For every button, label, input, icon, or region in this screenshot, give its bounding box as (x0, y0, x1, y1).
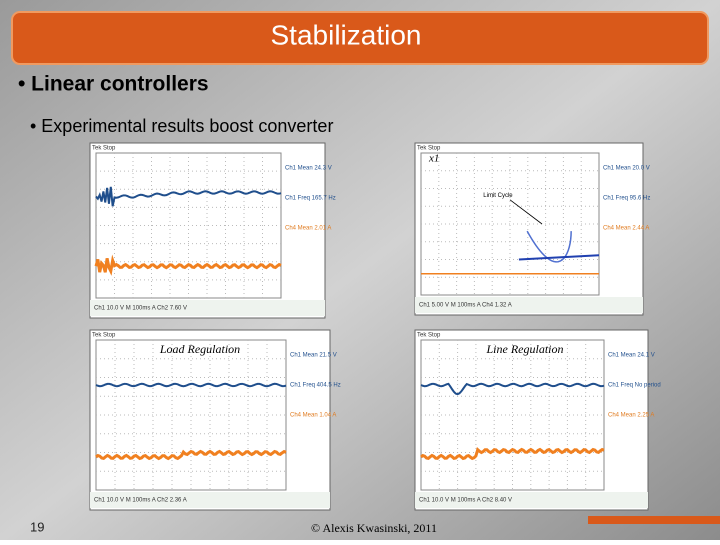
trace-orange (94, 254, 282, 276)
readout: Ch1 Mean 24.3 V (285, 166, 332, 172)
trace-blue (95, 382, 287, 388)
title-bar (11, 11, 709, 65)
readout: Ch1 Mean 21.5 V (290, 353, 337, 359)
readout: Ch1 Freq 165.7 Hz (285, 196, 336, 202)
readout: Ch1 Freq 404.5 Hz (290, 383, 341, 389)
sub-bullet: • Experimental results boost converter (30, 116, 333, 136)
status-bar (90, 492, 330, 508)
trace-label: x1 (428, 153, 439, 165)
readout: Ch4 Mean 2.44 A (603, 226, 649, 232)
trace-blue (526, 230, 572, 263)
readout: Ch4 Mean 2.25 A (608, 413, 654, 419)
status: Ch1 10.0 V M 100ms A Ch2 8.40 V (419, 498, 512, 504)
bullet: • Linear controllers (18, 73, 209, 96)
footer-bar (588, 516, 720, 524)
scopes: Tek Stop Ch1 10.0 V M 100ms A Ch2 7.60 V C… (89, 142, 661, 511)
trace-blue (95, 186, 282, 207)
title: Stabilization (271, 19, 422, 50)
readout: Ch1 Mean 20.0 V (603, 166, 650, 172)
status: Ch1 5.00 V M 100ms A Ch4 1.32 A (419, 303, 512, 309)
scope: Tek Stop Ch1 10.0 V M 100ms A Ch2 8.40 V C… (414, 329, 661, 511)
copyright: © Alexis Kwasinski, 2011 (311, 521, 437, 535)
scope: Tek Stop Ch1 10.0 V M 100ms A Ch2 2.36 A C… (89, 329, 341, 511)
arrow (509, 199, 543, 225)
status-bar (90, 300, 325, 316)
status: Ch1 10.0 V M 100ms A Ch2 7.60 V (94, 306, 187, 312)
readout: Ch4 Mean 2.01 A (285, 226, 331, 232)
scope-header: Tek Stop (417, 333, 441, 339)
status: Ch1 10.0 V M 100ms A Ch2 2.36 A (94, 498, 187, 504)
scope-header: Tek Stop (92, 333, 116, 339)
readout: Ch1 Mean 24.1 V (608, 353, 655, 359)
scope-screen (420, 339, 605, 491)
status-bar (415, 297, 643, 313)
scope-header: Tek Stop (92, 146, 116, 152)
readout: Ch1 Freq No period (608, 383, 661, 389)
caption: Load Regulation (159, 342, 240, 356)
status-bar (415, 492, 648, 508)
scope: Tek Stop Ch1 10.0 V M 100ms A Ch2 7.60 V C… (89, 142, 336, 319)
scope: Tek Stop Ch1 5.00 V M 100ms A Ch4 1.32 A C… (414, 142, 650, 316)
trace-blue (518, 254, 600, 261)
trace-orange (95, 449, 287, 461)
readout: Ch4 Mean 1.04 A (290, 413, 336, 419)
trace-orange (420, 446, 605, 461)
page-number: 19 (30, 519, 44, 534)
scope-header: Tek Stop (417, 146, 441, 152)
readout: Ch1 Freq 95.6 Hz (603, 196, 650, 202)
caption: Line Regulation (486, 342, 564, 356)
trace-blue (420, 382, 605, 396)
annotation: Limit Cycle (483, 193, 513, 199)
